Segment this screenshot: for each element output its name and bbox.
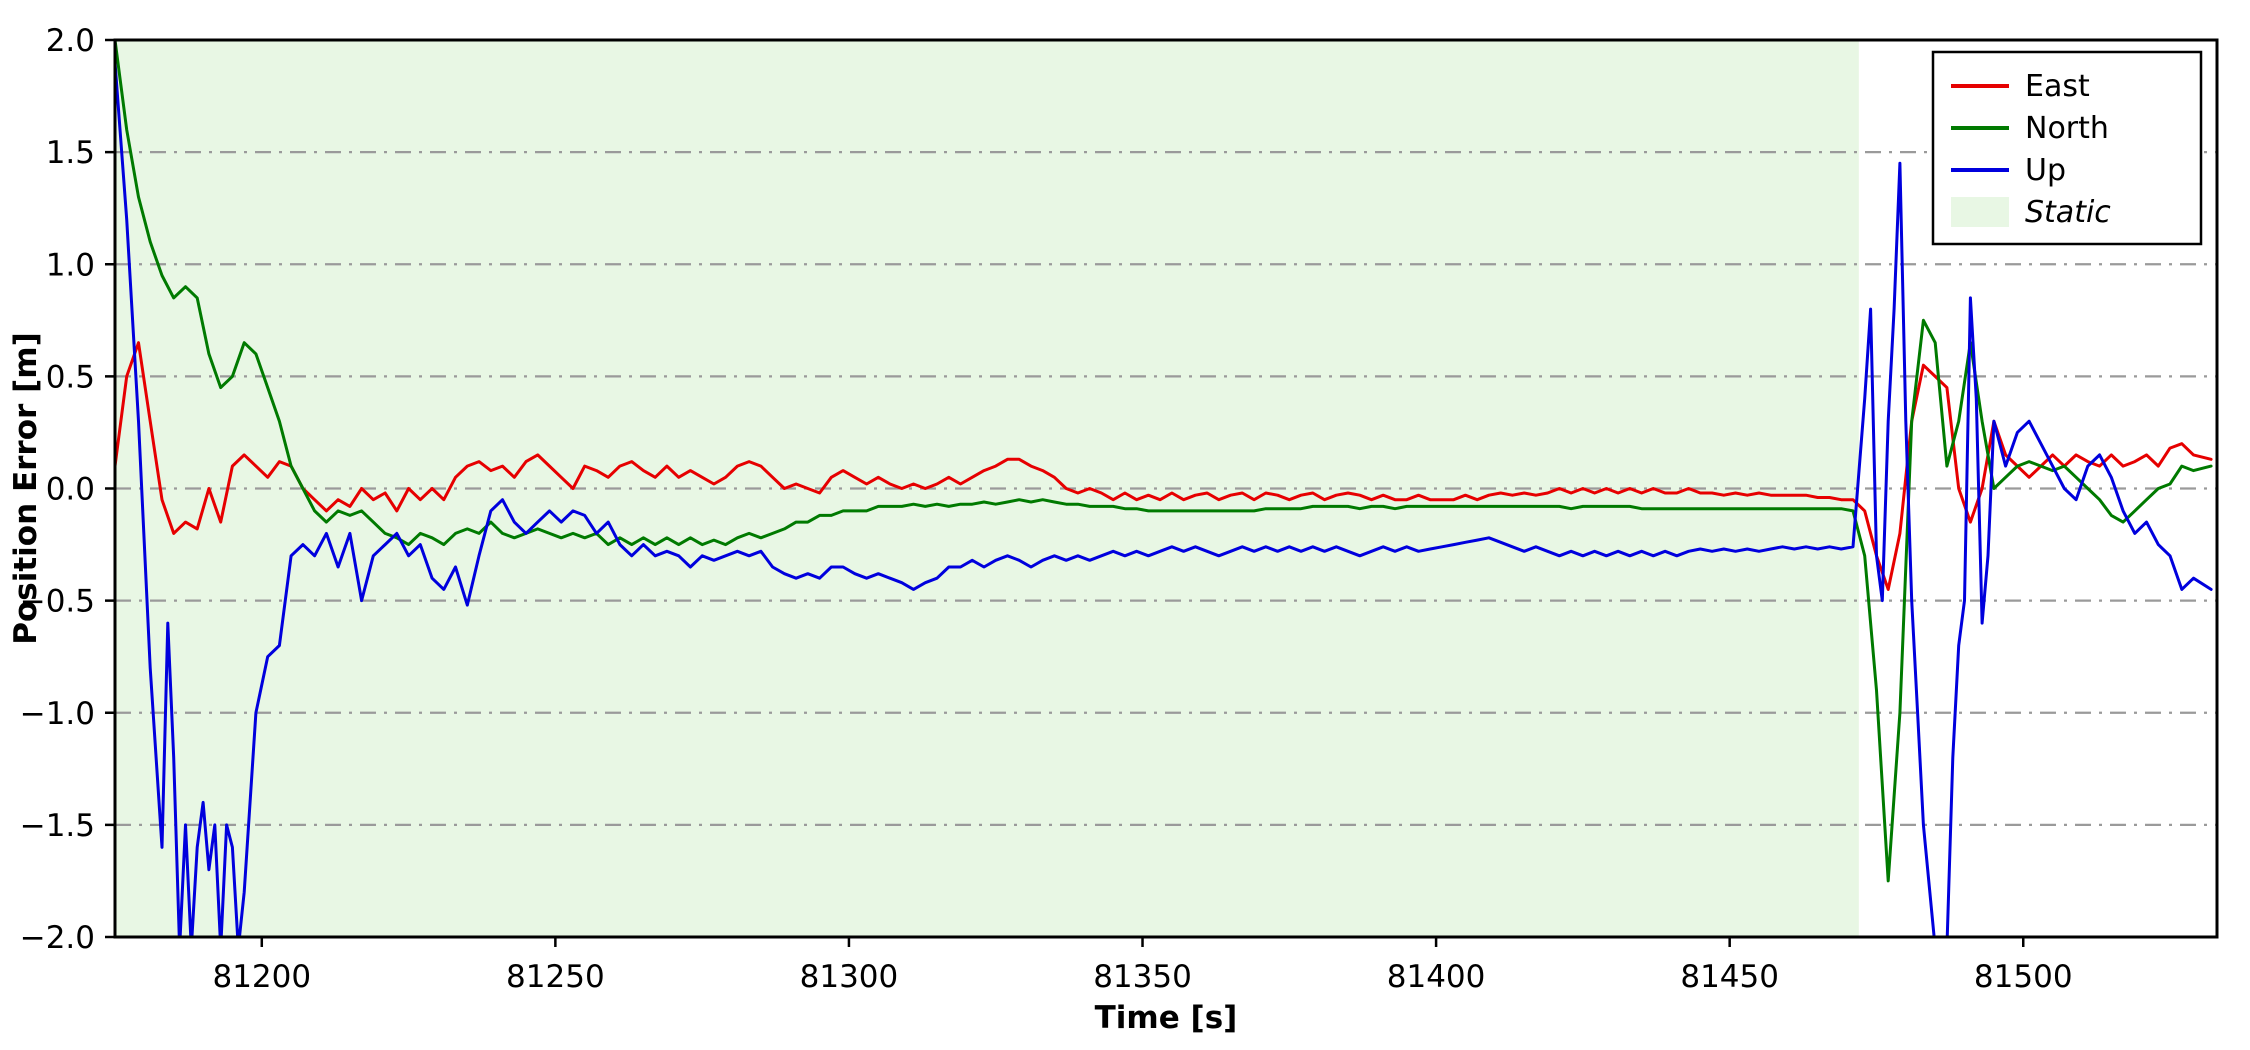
x-tick-label: 81450 (1680, 959, 1779, 995)
y-tick-label: −0.5 (20, 584, 95, 620)
y-tick-label: 1.0 (46, 247, 95, 283)
legend-label-up: Up (2025, 153, 2066, 188)
y-tick-label: 1.5 (46, 135, 95, 171)
y-tick-label: 2.0 (46, 23, 95, 59)
legend-label-static: Static (2025, 195, 2111, 230)
legend-label-east: East (2025, 69, 2090, 104)
y-tick-label: −2.0 (20, 920, 95, 956)
x-tick-label: 81250 (506, 959, 605, 995)
x-tick-label: 81300 (800, 959, 899, 995)
y-axis-label: Position Error [m] (8, 332, 44, 644)
x-tick-label: 81500 (1974, 959, 2073, 995)
x-tick-label: 81350 (1093, 959, 1192, 995)
x-axis-label: Time [s] (1095, 1000, 1238, 1036)
y-tick-label: −1.5 (20, 808, 95, 844)
y-tick-label: −1.0 (20, 696, 95, 732)
series-up-line (115, 60, 2213, 937)
x-tick-label: 81200 (212, 959, 311, 995)
series-north-line (115, 40, 2213, 883)
y-tick-label: 0.5 (46, 359, 95, 395)
legend-label-north: North (2025, 111, 2109, 146)
x-tick-label: 81400 (1387, 959, 1486, 995)
y-tick-label: 0.0 (46, 472, 95, 508)
legend-static-swatch (1951, 197, 2009, 227)
